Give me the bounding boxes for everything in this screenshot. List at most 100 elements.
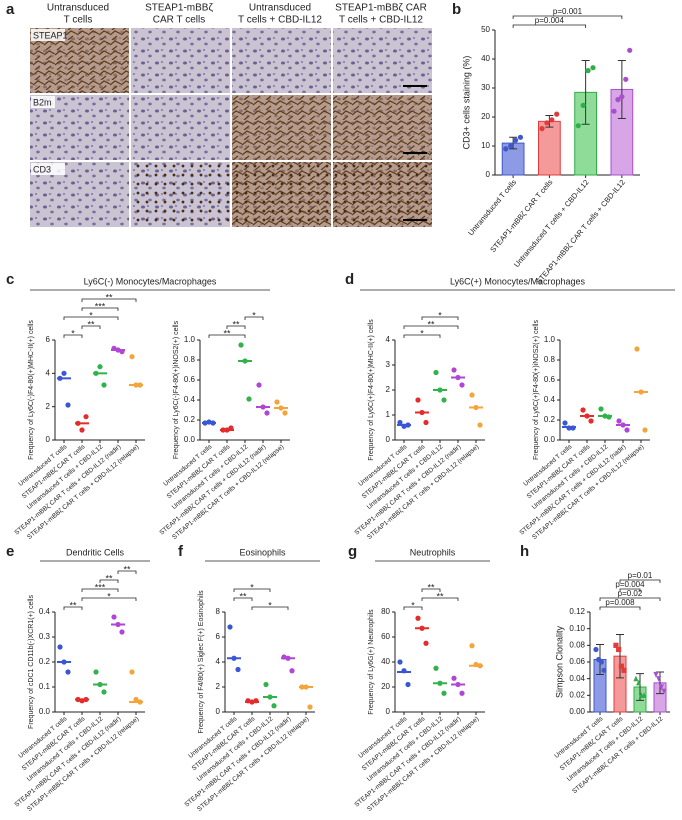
y-tick-label: 0.3: [39, 632, 51, 641]
y-tick-label: 50: [481, 25, 490, 34]
significance-label: **: [427, 582, 435, 592]
y-tick-label: 6: [46, 335, 51, 344]
data-point: [539, 126, 545, 132]
data-point: [235, 666, 241, 673]
data-point: [101, 382, 107, 388]
data-point: [615, 97, 621, 103]
y-axis-label: Frequency of Ly6C(+)F4-80(+)iNOS2(+) cel…: [533, 320, 540, 460]
data-point: [111, 614, 117, 620]
data-point: [441, 397, 447, 403]
data-point: [256, 382, 262, 388]
significance-bracket: [81, 307, 119, 311]
error-bar: [616, 634, 624, 679]
significance-bracket: [421, 588, 441, 592]
significance-bracket: [81, 588, 119, 592]
significance-bracket: [117, 570, 137, 574]
group-title: Neutrophils: [410, 547, 456, 557]
column-header: T cells: [64, 15, 93, 26]
y-axis-label: Frequency of Ly6C(-)F4-80(+)iNOS2(+) cel…: [173, 320, 180, 459]
data-point: [512, 137, 519, 143]
y-tick-label: 0.08: [569, 640, 585, 649]
y-tick-label: 0.0: [39, 707, 51, 716]
significance-label: ***: [95, 582, 106, 592]
significance-label: *: [89, 310, 93, 320]
data-point: [415, 397, 421, 403]
chart-panel: f Eosinophils 0 2 4 6 8 Frequency of F4/80(+) S…: [178, 543, 320, 813]
data-point: [544, 120, 550, 126]
y-tick-label: 1: [386, 410, 391, 419]
y-tick-label: 0.4: [39, 607, 51, 616]
significance-bracket: [251, 606, 289, 610]
data-point: [246, 396, 252, 402]
y-tick-label: 0: [216, 707, 221, 716]
data-point: [289, 668, 295, 674]
data-point: [517, 134, 524, 140]
error-bar: [545, 115, 554, 128]
significance-bracket: [81, 325, 101, 329]
significance-bracket: [63, 316, 119, 320]
data-point: [129, 354, 135, 360]
significance-bracket: [619, 579, 661, 583]
significance-bracket: [99, 579, 119, 583]
significance-label: p=0.008: [605, 598, 635, 607]
data-point: [593, 646, 599, 653]
data-point: [79, 427, 85, 433]
y-tick-label: 0.0: [184, 435, 196, 444]
data-point: [619, 94, 625, 100]
panel-label: c: [6, 271, 14, 288]
y-axis-label: CD3+ cells staining (%): [461, 56, 471, 150]
data-point: [618, 663, 624, 669]
column-header: STEAP1-mBBζ: [145, 3, 213, 14]
data-point: [459, 690, 465, 696]
data-point: [661, 688, 667, 695]
y-tick-label: 8: [216, 607, 221, 616]
x-tick-label: Untransduced T cells + CBD-IL12: [366, 443, 445, 511]
data-point: [598, 659, 604, 665]
data-point: [93, 669, 99, 675]
data-point: [624, 427, 630, 433]
data-point: [633, 675, 639, 682]
data-point: [616, 646, 622, 653]
y-tick-label: 0.12: [569, 607, 585, 616]
significance-bracket: [81, 298, 137, 302]
y-tick-label: 0.8: [184, 355, 196, 364]
y-axis-label: Frequency of F4/80(+) Siglec F(+) Eosino…: [198, 590, 205, 734]
data-point: [613, 642, 619, 648]
y-tick-label: 30: [481, 83, 490, 92]
row-label: CD3: [33, 164, 51, 174]
significance-label: *: [411, 600, 415, 610]
data-point: [61, 370, 67, 376]
data-point: [282, 410, 288, 416]
y-tick-label: 1.0: [544, 335, 556, 344]
significance-bracket: [599, 597, 661, 601]
data-point: [65, 669, 71, 675]
y-tick-label: 6: [216, 632, 221, 641]
data-point: [441, 690, 447, 696]
significance-label: **: [105, 573, 113, 583]
y-tick-label: 0.6: [184, 375, 196, 384]
data-point: [274, 399, 280, 405]
significance-label: p=0.02: [618, 589, 643, 598]
significance-bracket: [226, 325, 246, 329]
chart-panel: g Neutrophils 0 20 40 60 80 Frequency of Ly6G(+…: [348, 543, 490, 813]
y-tick-label: 0.0: [544, 435, 556, 444]
significance-bracket: [63, 334, 83, 338]
stain-dots: [333, 162, 432, 227]
y-tick-label: 0.2: [39, 657, 51, 666]
y-tick-label: 0.06: [569, 657, 585, 666]
y-axis-label: Frequency of Ly6G(+) Neutrophils: [368, 609, 375, 715]
data-point: [634, 346, 640, 352]
significance-bracket: [512, 15, 623, 19]
column-header: T cells + CBD-IL12: [339, 15, 423, 26]
data-point: [397, 659, 403, 665]
significance-label: **: [223, 328, 231, 338]
data-point: [580, 102, 586, 108]
data-point: [598, 406, 604, 412]
y-tick-label: 0.1: [39, 682, 51, 691]
group-title: Ly6C(+) Monocytes/Macrophages: [450, 276, 585, 286]
data-point: [83, 414, 89, 420]
y-tick-label: 2: [216, 682, 221, 691]
row-label-box: [31, 96, 55, 108]
significance-label: **: [123, 564, 131, 574]
y-tick-label: 10: [481, 141, 490, 150]
